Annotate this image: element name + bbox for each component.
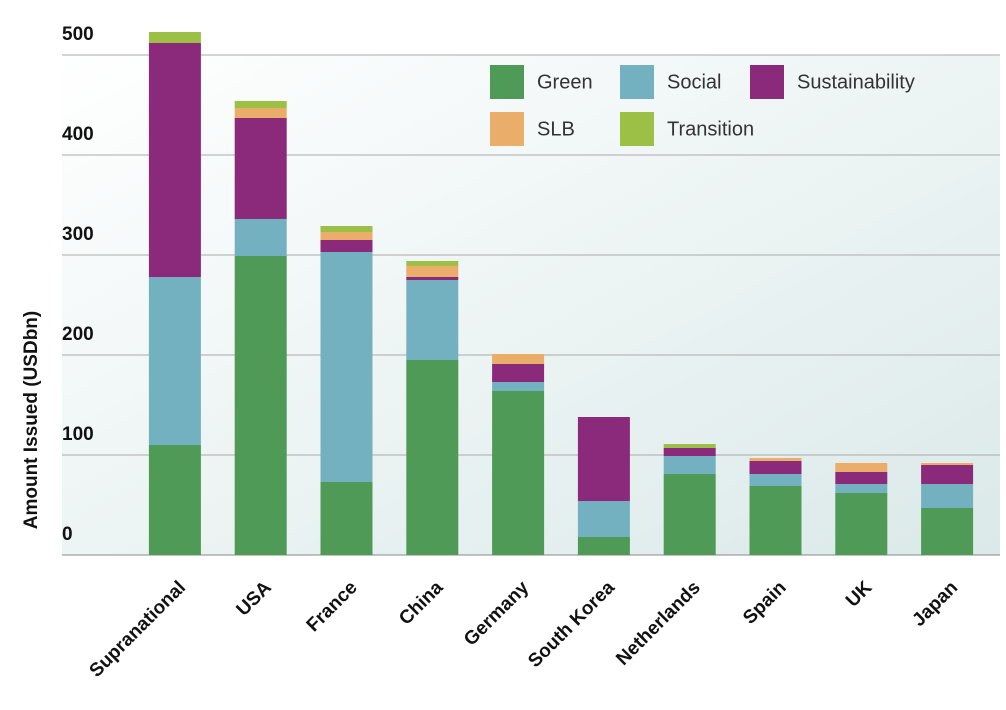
bar-segment [577,537,630,555]
x-tick-label: South Korea [524,577,619,672]
bar-segment [663,474,716,555]
bar-segment [749,461,802,474]
bar-segment [234,101,287,108]
y-tick-label: 500 [62,24,94,45]
bar-segment [320,252,373,482]
bar-segment [835,493,888,555]
bar-segment [749,474,802,486]
y-tick-label: 300 [62,224,94,245]
y-tick-label: 100 [62,424,94,445]
bar-segment [234,118,287,219]
bar-segment [234,108,287,118]
legend-swatch [490,112,524,146]
x-tick-label: Germany [460,577,533,650]
legend-label: Green [537,71,593,93]
bar-segment [663,444,716,448]
bar-segment [921,463,974,465]
bar-segment [234,219,287,256]
x-tick-label: UK [842,577,876,611]
bar-segment [406,280,459,360]
bar-segment [492,364,545,382]
bar-segment [406,360,459,555]
legend-label: Social [667,71,721,93]
bar-segment [577,417,630,501]
bar-segment [148,32,201,43]
bar-segment [921,484,974,508]
y-axis-title: Amount Issued (USDbn) [21,311,42,530]
y-tick-label: 400 [62,124,94,145]
bar-segment [577,501,630,537]
bar-segment [234,256,287,555]
bar-segment [492,391,545,555]
bar-segment [492,354,545,364]
bar-segment [320,482,373,555]
legend-swatch [620,112,654,146]
bar-segment [921,465,974,484]
bar-segment [406,261,459,266]
bar-segment [148,445,201,555]
legend-swatch [490,65,524,99]
bar-segment [835,463,888,472]
bar-segment [406,266,459,277]
x-tick-label: Supranational [86,577,190,681]
bar-segment [406,277,459,280]
bar-segment [320,232,373,240]
bar-segment [835,484,888,493]
bar-segment [148,43,201,277]
legend-label: SLB [537,118,575,140]
bar-segment [921,508,974,555]
x-tick-label: Spain [739,577,790,628]
x-tick-label: Japan [908,577,962,631]
legend-label: Sustainability [797,71,915,93]
bar-segment [492,382,545,391]
legend-swatch [750,65,784,99]
bar-segment [835,472,888,484]
bar-segment [749,486,802,555]
legend-label: Transition [667,118,754,140]
y-tick-label: 200 [62,324,94,345]
y-tick-label: 0 [62,524,73,545]
bar-segment [320,226,373,232]
legend-swatch [620,65,654,99]
x-tick-label: China [395,577,447,629]
bar-segment [749,458,802,461]
bar-segment [148,277,201,445]
x-tick-label: France [303,577,362,636]
bar-segment [320,240,373,252]
bar-segment [663,448,716,456]
x-tick-label: Netherlands [612,577,704,669]
bar-segment [663,456,716,474]
x-tick-label: USA [233,577,276,620]
